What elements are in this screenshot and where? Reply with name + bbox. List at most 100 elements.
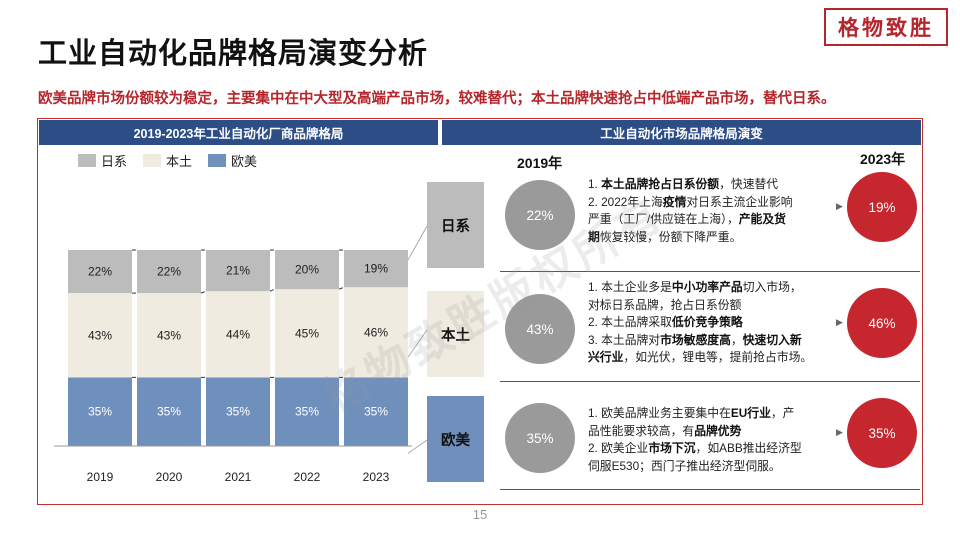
bar-japan-2022 <box>275 250 339 290</box>
text-segment: ，如光伏，锂电等，提前抢占市场。 <box>623 350 813 364</box>
arrow-icon: ▶ <box>836 317 843 327</box>
x-tick-label-2022: 2022 <box>294 470 321 484</box>
text-segment: 疫情 <box>662 194 687 209</box>
legend-label-western: 欧美 <box>231 154 258 169</box>
text-segment: 中小功率产品 <box>671 280 743 294</box>
bar-local-2021 <box>206 291 270 378</box>
brand-logo: 格物致胜 <box>824 8 948 46</box>
page-title: 工业自动化品牌格局演变分析 <box>38 38 429 70</box>
arrow-icon: ▶ <box>836 427 843 437</box>
text-segment: 1. <box>588 177 602 191</box>
category-box-local: 本土 <box>427 291 484 377</box>
text-segment: 1. 欧美品牌业务主要集中在 <box>588 406 731 420</box>
text-segment: 切入市场， <box>742 280 802 294</box>
bar-japan-2021 <box>206 250 270 292</box>
share-2023-circle-local: 46% <box>847 288 917 358</box>
stacked-bar-chart: 35% 43% 22% 2019 35% 43% 22% 2020 35% 44% 21% 2021 3… <box>54 225 428 484</box>
analysis-line: 严重（工厂/供应链在上海），产能及货 <box>588 211 838 229</box>
text-segment: 低价竞争策略 <box>671 315 743 329</box>
category-box-western: 欧美 <box>427 396 484 482</box>
text-segment: ，如ABB推出经济型 <box>695 441 802 455</box>
year-start-label: 2019年 <box>517 155 563 171</box>
text-segment: 3. 本土品牌对 <box>588 332 661 347</box>
bar-western-2019 <box>68 377 132 446</box>
connector-line <box>200 290 207 294</box>
legend-swatch-japan <box>78 154 96 167</box>
text-segment: 恢复较慢，份额下降严重。 <box>599 229 742 244</box>
analysis-line: 3. 本土品牌对市场敏感度高，快速切入新 <box>588 332 838 350</box>
leader-line <box>407 329 428 358</box>
text-segment: 市场敏感度高 <box>660 332 731 347</box>
analysis-text-japan: 1. 本土品牌抢占日系份额，快速替代 2. 2022年上海疫情对日系主流企业影响严… <box>588 176 838 246</box>
text-segment: 1. 本土企业多是 <box>588 280 672 294</box>
share-2019-circle-local: 43% <box>505 294 575 364</box>
legend-item-local: 本土 <box>143 151 192 170</box>
data-label-local-2019: 43% <box>88 328 112 342</box>
chart-legend: 日系 本土 欧美 <box>78 151 257 170</box>
arrow-icon: ▶ <box>836 201 843 211</box>
row-divider <box>500 489 920 490</box>
data-label-western-2023: 35% <box>364 405 388 419</box>
analysis-line: 品性能要求较高，有品牌优势 <box>588 423 838 441</box>
bar-western-2023 <box>344 377 408 446</box>
text-segment: 严重（工厂/供应链在上海）， <box>588 212 739 226</box>
data-label-japan-2021: 21% <box>226 264 250 278</box>
bar-japan-2019 <box>68 250 132 294</box>
text-segment: ，快速替代 <box>719 177 779 191</box>
data-label-western-2019: 35% <box>88 405 112 419</box>
text-segment: 2. 2022年上海 <box>588 194 663 209</box>
bar-western-2022 <box>275 377 339 446</box>
text-segment: EU行业 <box>730 406 771 420</box>
text-segment: 对标日系品牌，抢占日系份额 <box>588 297 742 312</box>
text-segment: 本土品牌抢占日系份额 <box>601 177 720 191</box>
legend-item-japan: 日系 <box>78 151 127 170</box>
legend-item-western: 欧美 <box>208 151 257 170</box>
text-segment: 期 <box>588 229 600 244</box>
analysis-line: 对标日系品牌，抢占日系份额 <box>588 297 838 315</box>
bar-japan-2023 <box>344 250 408 288</box>
text-segment: ， <box>730 332 743 347</box>
bar-western-2021 <box>206 377 270 446</box>
bar-western-2020 <box>137 377 201 446</box>
text-segment: 品牌优势 <box>694 423 742 438</box>
analysis-line: 1. 本土企业多是中小功率产品切入市场， <box>588 279 838 297</box>
share-2019-circle-western: 35% <box>505 403 575 473</box>
analysis-line: 伺服E530；西门子推出经济型伺服。 <box>588 458 838 476</box>
bar-local-2019 <box>68 293 132 378</box>
row-divider <box>500 271 920 272</box>
leader-line <box>407 225 428 261</box>
analysis-line: 2. 本土品牌采取低价竞争策略 <box>588 314 838 332</box>
analysis-line: 1. 本土品牌抢占日系份额，快速替代 <box>588 176 838 194</box>
data-label-local-2020: 43% <box>157 328 181 342</box>
data-label-western-2022: 35% <box>295 405 319 419</box>
data-label-western-2020: 35% <box>157 405 181 419</box>
year-end-label: 2023年 <box>860 151 906 167</box>
bar-japan-2020 <box>137 250 201 294</box>
text-segment: 市场下沉 <box>648 441 696 455</box>
bar-local-2023 <box>344 287 408 378</box>
left-panel-header: 2019-2023年工业自动化厂商品牌格局 <box>39 120 438 145</box>
analysis-line: 兴行业，如光伏，锂电等，提前抢占市场。 <box>588 349 838 367</box>
share-2023-circle-japan: 19% <box>847 172 917 242</box>
content-panel <box>37 118 923 505</box>
page-number: 15 <box>472 507 488 522</box>
bar-local-2020 <box>137 293 201 378</box>
data-label-japan-2020: 22% <box>157 265 181 279</box>
share-2019-circle-japan: 22% <box>505 180 575 250</box>
text-segment: 伺服E530；西门子推出经济型伺服。 <box>588 458 781 473</box>
share-2023-circle-western: 35% <box>847 398 917 468</box>
connector-line <box>269 288 276 292</box>
analysis-text-western: 1. 欧美品牌业务主要集中在EU行业，产 品性能要求较高，有品牌优势 2. 欧美企业… <box>588 405 838 475</box>
text-segment: ，产 <box>770 406 795 420</box>
x-tick-label-2020: 2020 <box>156 470 183 484</box>
analysis-line: 2. 欧美企业市场下沉，如ABB推出经济型 <box>588 440 838 458</box>
legend-label-japan: 日系 <box>101 154 128 169</box>
text-segment: 兴行业 <box>588 350 624 364</box>
x-tick-label-2023: 2023 <box>363 470 390 484</box>
text-segment: 品性能要求较高，有 <box>588 423 695 438</box>
legend-swatch-western <box>208 154 227 167</box>
data-label-western-2021: 35% <box>226 405 250 419</box>
analysis-line: 2. 2022年上海疫情对日系主流企业影响 <box>588 194 838 212</box>
data-label-local-2021: 44% <box>226 327 250 341</box>
data-label-local-2023: 46% <box>364 325 388 339</box>
